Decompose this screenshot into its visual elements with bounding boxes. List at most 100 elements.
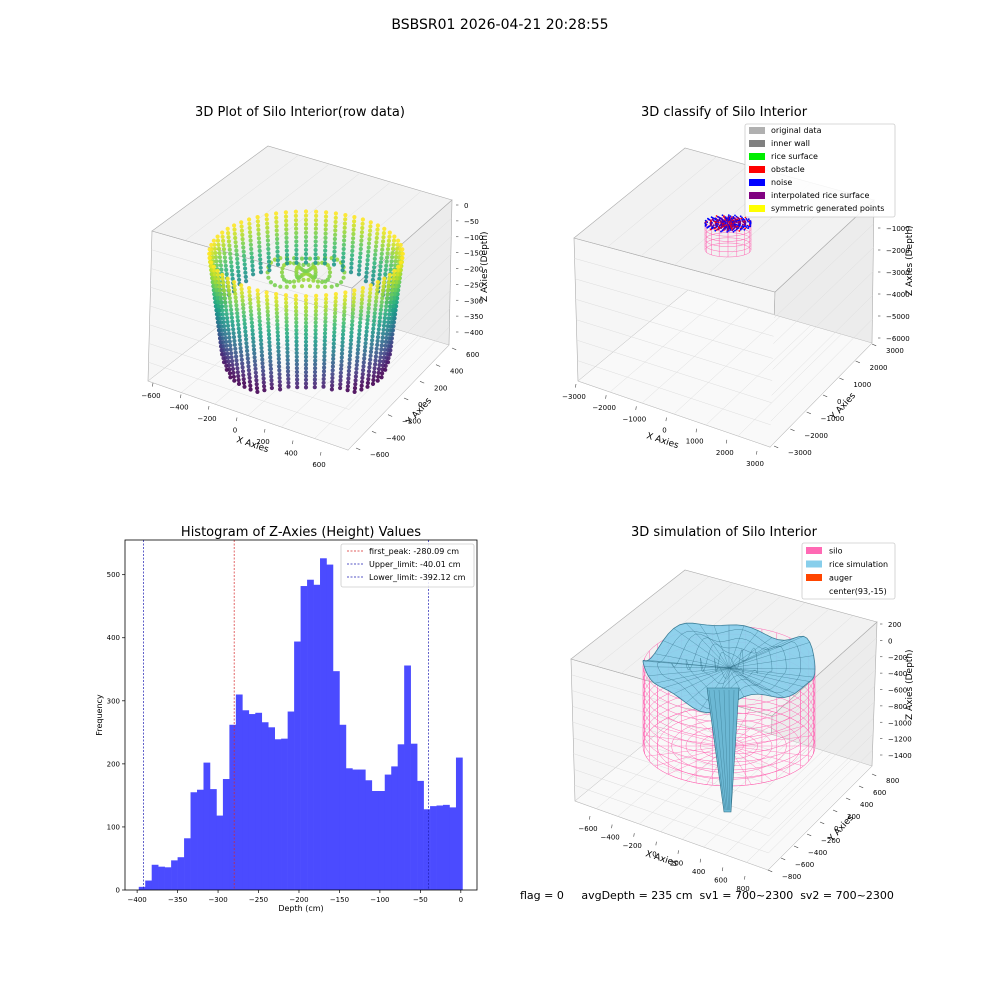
p4-xtick-label: −200: [623, 842, 642, 850]
p2-ytick-mark: [855, 360, 860, 364]
p4-ytick-label: −800: [782, 873, 801, 881]
p4-ztick-label: 200: [888, 621, 901, 629]
raw-data-point: [293, 301, 299, 306]
raw-data-point: [340, 259, 346, 264]
raw-data-point: [294, 243, 299, 248]
x-tick-label: −300: [208, 896, 227, 904]
histogram-bar: [151, 864, 159, 890]
raw-data-point: [371, 326, 376, 331]
raw-data-point: [359, 305, 364, 310]
rice-mesh-spoke: [663, 667, 730, 689]
raw-data-point: [377, 362, 382, 368]
raw-data-point: [366, 249, 371, 254]
raw-data-point: [220, 272, 225, 278]
raw-data-point: [285, 369, 291, 374]
raw-data-point: [323, 279, 328, 284]
legend-swatch: [749, 192, 765, 199]
raw-data-point: [354, 366, 359, 371]
raw-data-point: [374, 295, 379, 300]
raw-data-point: [343, 213, 348, 218]
panel-histogram: Histogram of Z-Axies (Height) Values −40…: [95, 525, 478, 913]
classified-point: [734, 229, 736, 232]
raw-data-point: [303, 230, 309, 235]
classified-point: [729, 229, 732, 231]
raw-data-point: [275, 337, 281, 342]
legend-label: rice simulation: [829, 560, 888, 569]
raw-data-point: [229, 264, 234, 269]
raw-data-point: [313, 339, 318, 344]
raw-data-point: [392, 292, 397, 297]
grid-line: [574, 769, 769, 837]
raw-data-point: [265, 313, 270, 318]
raw-data-point: [383, 267, 388, 272]
raw-data-point: [313, 218, 319, 223]
raw-data-point: [333, 215, 338, 220]
raw-data-point: [294, 230, 299, 236]
raw-data-point: [303, 328, 309, 333]
raw-data-point: [303, 309, 309, 314]
raw-data-point: [291, 279, 297, 284]
raw-data-point: [313, 239, 318, 244]
classified-point: [714, 229, 717, 232]
raw-data-point: [251, 336, 256, 341]
raw-data-point: [284, 252, 290, 257]
raw-data-point: [394, 280, 399, 285]
raw-data-point: [215, 238, 221, 243]
raw-data-point: [303, 320, 309, 325]
raw-data-point: [303, 358, 309, 363]
raw-data-point: [275, 236, 280, 242]
raw-data-point: [313, 362, 318, 367]
raw-data-point: [268, 363, 273, 368]
raw-data-point: [209, 242, 214, 248]
raw-data-point: [373, 248, 378, 253]
raw-data-point: [367, 237, 372, 242]
raw-data-point: [395, 242, 400, 247]
raw-data-point: [225, 347, 230, 352]
histogram-bar: [274, 739, 282, 890]
raw-data-point: [351, 236, 356, 241]
rice-funnel-mesh: [723, 689, 729, 811]
raw-data-point: [222, 324, 227, 329]
raw-data-point: [236, 381, 242, 386]
raw-data-point: [303, 301, 309, 306]
raw-data-point: [225, 276, 230, 281]
rice-mesh-spoke: [728, 667, 759, 695]
histogram-bar: [423, 809, 431, 890]
p1-ztick-label: −150: [464, 250, 483, 258]
raw-data-point: [237, 330, 242, 335]
raw-data-point: [240, 365, 245, 370]
raw-data-point: [254, 374, 259, 379]
raw-data-point: [367, 361, 372, 366]
raw-data-point: [368, 287, 373, 292]
raw-data-point: [284, 308, 289, 313]
p4-ztick-label: −600: [888, 687, 907, 695]
raw-data-point: [382, 319, 387, 325]
raw-data-point: [322, 350, 327, 355]
p1-xtick-mark: [236, 417, 238, 422]
raw-data-point: [265, 305, 270, 310]
raw-data-point: [367, 365, 372, 370]
raw-data-point: [241, 314, 247, 319]
raw-data-point: [284, 227, 289, 232]
raw-data-point: [383, 312, 388, 317]
raw-data-point: [226, 331, 231, 336]
raw-data-point: [249, 320, 254, 325]
raw-data-point: [383, 339, 388, 344]
histogram-bar: [430, 806, 437, 890]
classified-point: [731, 227, 733, 230]
silo-floor-spoke: [728, 725, 804, 747]
raw-data-point: [360, 293, 365, 298]
classified-point: [711, 226, 713, 229]
raw-data-point: [224, 308, 229, 313]
raw-data-point: [307, 256, 313, 261]
raw-data-point: [251, 339, 256, 344]
raw-data-point: [375, 342, 380, 347]
raw-data-point: [278, 284, 283, 289]
raw-data-point: [367, 232, 372, 237]
rice-mesh-spoke: [644, 666, 730, 669]
raw-data-point: [385, 328, 390, 333]
rice-mesh-spoke: [713, 625, 730, 669]
raw-data-point: [360, 217, 365, 222]
raw-data-point: [267, 336, 272, 341]
raw-data-point: [294, 373, 300, 378]
